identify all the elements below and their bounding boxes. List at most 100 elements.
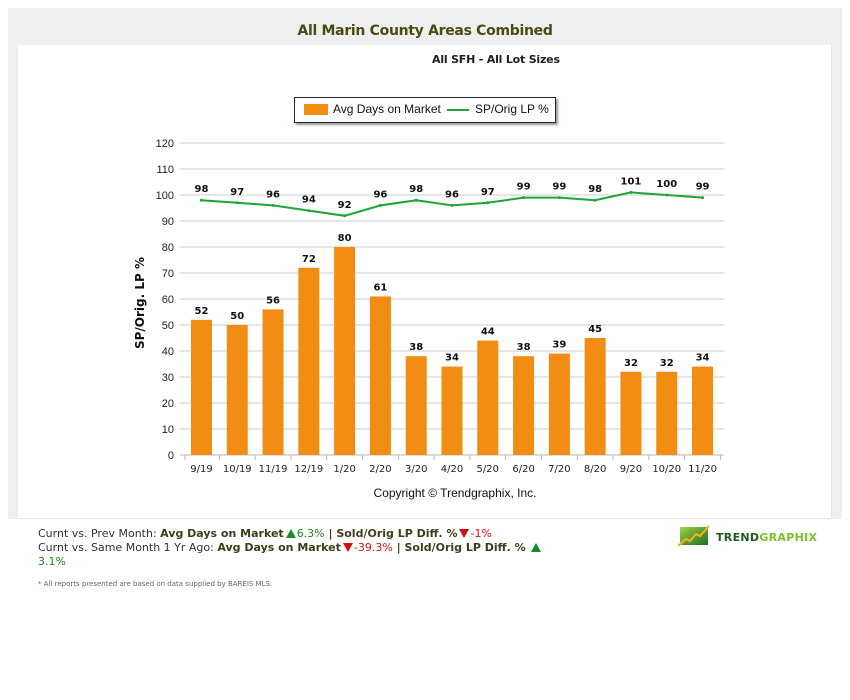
logo-wordmark: TRENDGRAPHIX	[716, 531, 817, 544]
x-tick-label: 10/19	[223, 464, 252, 475]
stats-value: 6.3%	[296, 527, 325, 540]
bar-days-on-market	[441, 366, 463, 455]
line-data-label: 92	[338, 200, 352, 211]
arrow-down-icon	[459, 529, 470, 538]
bar-data-label: 32	[660, 358, 674, 369]
arrow-up-icon	[285, 529, 296, 538]
x-tick-label: 9/19	[190, 464, 212, 475]
stats-metric-label: Avg Days on Market	[160, 527, 284, 540]
y-tick-label: 80	[162, 242, 174, 254]
bar-data-label: 72	[302, 254, 316, 265]
line-data-label: 98	[588, 184, 602, 195]
line-point	[665, 193, 669, 197]
legend-swatch-line	[447, 109, 469, 111]
line-point	[378, 203, 382, 207]
stats-prefix: Curnt vs. Same Month 1 Yr Ago:	[38, 541, 218, 554]
line-point	[307, 209, 311, 213]
stats-metric-label: Avg Days on Market	[217, 541, 341, 554]
stats-value: -1%	[470, 527, 492, 540]
y-tick-label: 40	[162, 346, 174, 358]
bar-data-label: 39	[552, 340, 566, 351]
y-tick-label: 120	[156, 138, 174, 150]
line-point	[450, 203, 454, 207]
bar-days-on-market	[190, 319, 212, 455]
bar-data-label: 34	[445, 353, 459, 364]
x-tick-label: 11/20	[688, 464, 717, 475]
line-point	[271, 203, 275, 207]
line-point	[414, 198, 418, 202]
line-point	[343, 214, 347, 218]
x-tick-label: 7/20	[548, 464, 570, 475]
bar-data-label: 38	[409, 342, 423, 353]
combo-chart: 0 10 20 30 40 50 60 70 80 90 100 110 120 SP/Orig. LP …	[133, 138, 724, 475]
bar-days-on-market	[548, 353, 570, 455]
arrow-down-icon	[342, 543, 353, 552]
rising-chart-logo-icon	[678, 525, 710, 547]
x-tick-label: 5/20	[477, 464, 499, 475]
y-tick-label: 110	[156, 164, 174, 176]
bar-data-label: 44	[481, 327, 495, 338]
bar-days-on-market	[656, 371, 678, 455]
bar-data-label: 45	[588, 324, 602, 335]
bar-days-on-market	[262, 309, 284, 455]
stats-prefix: Curnt vs. Prev Month:	[38, 527, 161, 540]
logo-word-graphix: GRAPHIX	[759, 531, 818, 544]
arrow-up-icon	[531, 543, 542, 552]
bar-data-label: 56	[266, 295, 280, 306]
stats-separator: |	[392, 541, 405, 554]
bar-days-on-market	[692, 366, 714, 455]
line-data-label: 98	[195, 184, 209, 195]
bar-data-label: 61	[373, 282, 387, 293]
bar-days-on-market	[513, 356, 535, 455]
stats-metric-label: Sold/Orig LP Diff. %	[404, 541, 526, 554]
chart-legend: Avg Days on Market SP/Orig LP %	[294, 97, 556, 123]
x-tick-label: 10/20	[652, 464, 681, 475]
line-point	[629, 190, 633, 194]
stats-line-year-ago: Curnt vs. Same Month 1 Yr Ago: Avg Days …	[38, 541, 548, 569]
y-axis-title: SP/Orig. LP %	[133, 257, 147, 349]
line-point	[235, 201, 239, 205]
logo-word-trend: TREND	[716, 531, 760, 544]
line-data-label: 96	[445, 189, 459, 200]
y-tick-label: 60	[162, 294, 174, 306]
y-tick-label: 20	[162, 398, 174, 410]
trendgraphix-logo[interactable]: TRENDGRAPHIX	[678, 525, 828, 551]
legend-label-sp-orig-lp: SP/Orig LP %	[475, 102, 549, 116]
bar-data-label: 50	[230, 311, 244, 322]
legend-label-days-on-market: Avg Days on Market	[333, 102, 441, 116]
x-tick-label: 3/20	[405, 464, 427, 475]
bar-days-on-market	[620, 371, 642, 455]
x-tick-label: 6/20	[512, 464, 534, 475]
stats-value: -39.3%	[353, 541, 393, 554]
line-data-label: 97	[230, 187, 244, 198]
stats-line-prev-month: Curnt vs. Prev Month: Avg Days on Market…	[38, 527, 548, 541]
line-data-label: 100	[656, 179, 677, 190]
y-tick-label: 90	[162, 216, 174, 228]
line-data-label: 99	[552, 182, 566, 193]
line-data-label: 99	[696, 182, 710, 193]
line-point	[522, 196, 526, 200]
stats-summary: Curnt vs. Prev Month: Avg Days on Market…	[38, 527, 548, 569]
y-tick-label: 50	[162, 320, 174, 332]
bar-days-on-market	[405, 356, 427, 455]
line-point	[486, 201, 490, 205]
x-tick-label: 9/20	[620, 464, 642, 475]
footnote: * All reports presented are based on dat…	[38, 580, 273, 588]
line-point	[593, 198, 597, 202]
y-tick-label: 30	[162, 372, 174, 384]
line-data-label: 96	[266, 189, 280, 200]
bar-days-on-market	[226, 325, 248, 455]
line-data-label: 97	[481, 187, 495, 198]
bar-days-on-market	[334, 247, 356, 455]
page-title: All Marin County Areas Combined	[297, 23, 553, 39]
line-point	[557, 196, 561, 200]
y-tick-label: 100	[156, 190, 174, 202]
line-point	[199, 198, 203, 202]
bar-days-on-market	[369, 296, 391, 455]
bar-data-label: 38	[517, 342, 531, 353]
copyright-text: Copyright © Trendgraphix, Inc.	[373, 486, 537, 500]
y-tick-label: 70	[162, 268, 174, 280]
x-tick-label: 11/19	[259, 464, 288, 475]
chart-subtitle: All SFH - All Lot Sizes	[432, 53, 560, 66]
x-tick-label: 8/20	[584, 464, 606, 475]
